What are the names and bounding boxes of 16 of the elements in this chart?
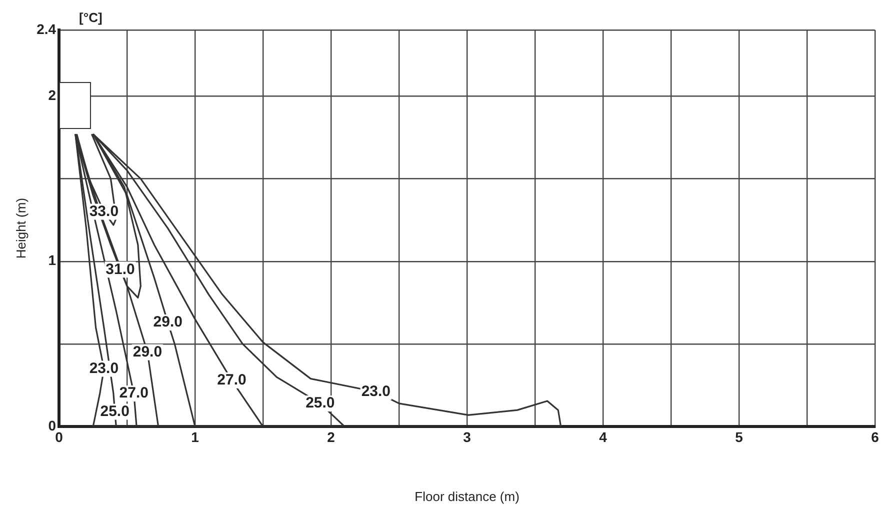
y-axis-title: Height (m)	[13, 198, 28, 259]
text: [°C]	[79, 10, 102, 26]
annotation: 29.0	[153, 314, 182, 331]
x-tick-label: 1	[191, 428, 200, 445]
annotation: 27.0	[217, 371, 246, 388]
y-tick-label: 1	[48, 252, 56, 268]
y-tick-label: 2.4	[36, 20, 56, 37]
y-tick-label: 2	[48, 86, 56, 103]
x-tick-label: 3	[463, 428, 472, 445]
x-tick-label: 5	[735, 428, 744, 445]
y-tick-label: 0	[48, 417, 56, 434]
x-axis-title: Floor distance (m)	[414, 488, 520, 504]
x-tick-label: 6	[871, 428, 880, 445]
annotation: 25.0	[100, 402, 130, 420]
x-tick-label: 4	[599, 428, 608, 445]
x-tick-label: 2	[327, 428, 336, 445]
